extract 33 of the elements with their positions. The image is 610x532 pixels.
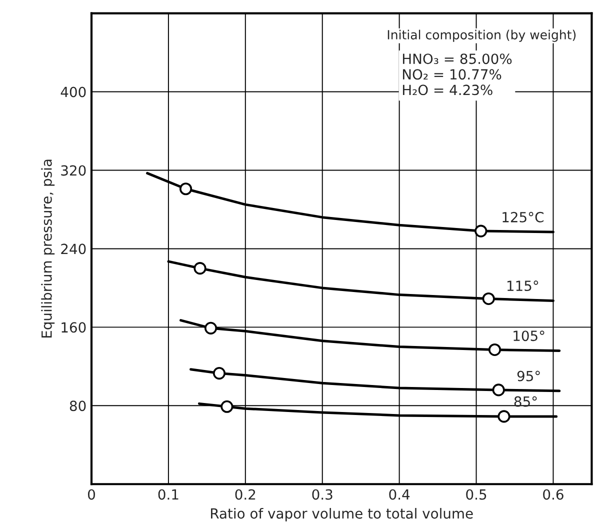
series-label: 95° <box>517 370 540 382</box>
x-tick-label: 0 <box>88 489 95 500</box>
annotation: HNO₃ = 85.00% <box>402 54 512 64</box>
x-tick-label: 0.4 <box>389 489 410 500</box>
series-label: 115° <box>507 280 538 292</box>
point <box>482 292 495 306</box>
point <box>194 262 206 275</box>
x-tick-label: 0.3 <box>312 489 332 500</box>
point <box>474 224 488 238</box>
series-label: 125°C <box>502 212 544 222</box>
x-tick-label: 0.5 <box>466 489 486 500</box>
series-label: 105° <box>514 330 544 342</box>
x-tick-label: 0.6 <box>543 489 564 500</box>
annotation: Initial composition (by weight) <box>388 30 576 42</box>
x-axis-title: Ratio of vapor volume to total volume <box>211 508 473 522</box>
point <box>498 410 510 423</box>
x-tick-label: 0.1 <box>158 489 178 500</box>
annotation: H₂O = 4.23% <box>402 84 492 96</box>
y-tick-label: 240 <box>61 244 86 254</box>
y-tick-label: 320 <box>61 165 86 176</box>
x-tick-label: 0.2 <box>235 489 256 500</box>
series-label: 85° <box>514 396 537 407</box>
y-tick-label: 160 <box>62 322 86 333</box>
y-tick-label: 400 <box>60 86 86 98</box>
point <box>212 366 226 380</box>
y-tick-label: 80 <box>70 400 86 412</box>
point <box>179 182 192 196</box>
point <box>492 384 505 396</box>
point <box>204 322 218 334</box>
y-axis-title: Equilibrium pressure, psia <box>41 160 55 338</box>
annotation: NO₂ = 10.77% <box>402 69 502 80</box>
point <box>488 343 502 356</box>
point <box>220 400 234 413</box>
